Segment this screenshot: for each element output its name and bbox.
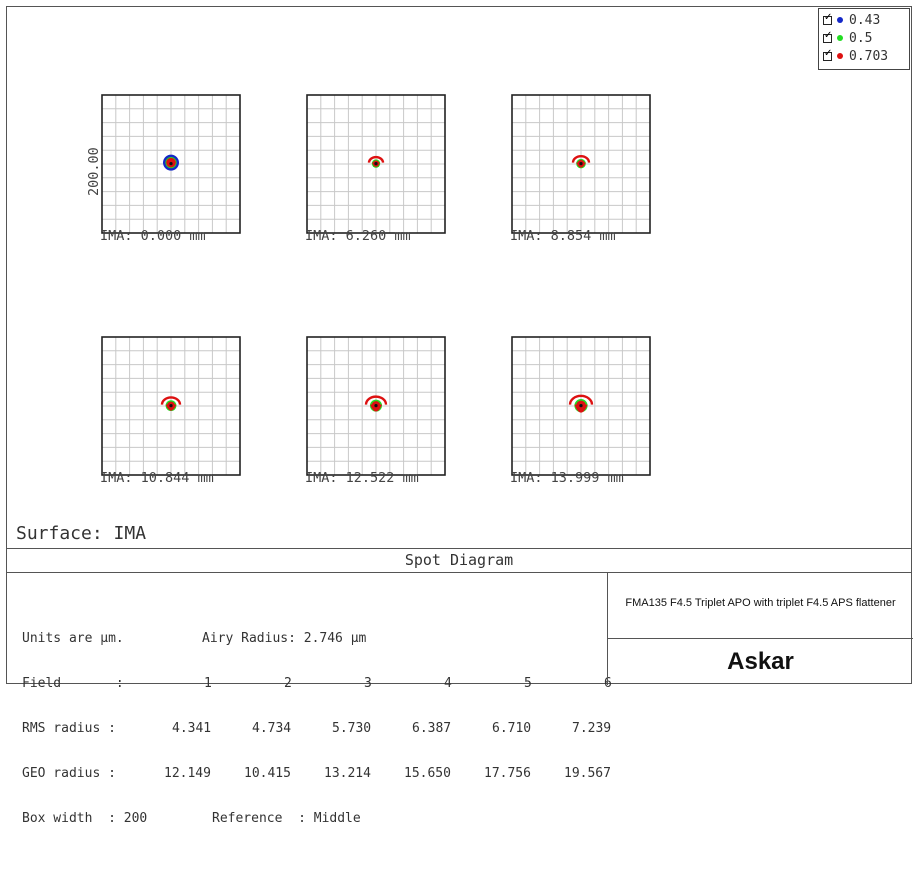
legend-label: 0.43	[849, 12, 881, 28]
airy-radius-text: Airy Radius: 2.746 µm	[202, 631, 367, 646]
geo-value-2: 10.415	[244, 766, 291, 781]
info-panel: Spot Diagram Units are µm. Airy Radius: …	[6, 548, 913, 826]
geo-value-6: 19.567	[564, 766, 611, 781]
scale-label: 200.00	[86, 147, 102, 196]
spot-box	[101, 94, 241, 234]
rms-value-6: 7.239	[572, 721, 612, 736]
field-label: Field :	[22, 676, 124, 691]
rms-value-1: 4.341	[172, 721, 212, 736]
field-label: IMA: 10.844 mm	[100, 470, 214, 486]
legend-dot	[837, 53, 843, 59]
geo-value-1: 12.149	[164, 766, 211, 781]
field-label: IMA: 0.000 mm	[100, 228, 206, 244]
spot-box	[101, 336, 241, 476]
spot-arc-red	[367, 155, 385, 163]
surface-label: Surface: IMA	[16, 523, 147, 544]
chief-ray-dot	[374, 162, 378, 166]
legend-dot	[837, 17, 843, 23]
checkbox-icon[interactable]	[823, 30, 832, 43]
spot-arc-red	[568, 394, 594, 405]
field-number-1: 1	[204, 676, 212, 691]
box-width-text: Box width : 200	[22, 811, 148, 826]
field-label: IMA: 12.522 mm	[305, 470, 419, 486]
wavelength-legend: 0.43 0.5 0.703	[818, 8, 910, 70]
chief-ray-dot	[579, 404, 583, 408]
rms-value-4: 6.387	[412, 721, 452, 736]
units-text: Units are µm.	[22, 631, 124, 646]
field-label: IMA: 6.260 mm	[305, 228, 411, 244]
field-label: IMA: 13.999 mm	[510, 470, 624, 486]
geo-value-4: 15.650	[404, 766, 451, 781]
spot-arc-red	[160, 396, 182, 405]
geo-value-3: 13.214	[324, 766, 371, 781]
geo-value-5: 17.756	[484, 766, 531, 781]
spot-box	[511, 94, 651, 234]
field-label: IMA: 8.854 mm	[510, 228, 616, 244]
checkbox-icon[interactable]	[823, 12, 832, 25]
legend-dot	[837, 35, 843, 41]
legend-label: 0.703	[849, 48, 889, 64]
rms-value-5: 6.710	[492, 721, 532, 736]
legend-item-1[interactable]: 0.5	[823, 29, 909, 47]
spot-arc-red	[571, 155, 591, 163]
spot-arc-red	[364, 395, 388, 405]
rms-value-3: 5.730	[332, 721, 372, 736]
spot-box	[511, 336, 651, 476]
info-title: Spot Diagram	[6, 549, 912, 573]
plot-frame	[6, 6, 912, 684]
chief-ray-dot	[169, 162, 173, 166]
checkbox-icon[interactable]	[823, 48, 832, 61]
field-number-4: 4	[444, 676, 452, 691]
spot-diagram-plot: IMA: 0.000 mm IMA: 6.260 mm IMA: 8.854 mm I…	[86, 94, 651, 486]
spot-box	[306, 336, 446, 476]
rms-value-2: 4.734	[252, 721, 292, 736]
rms-label: RMS radius :	[22, 721, 116, 736]
field-number-3: 3	[364, 676, 372, 691]
legend-item-0[interactable]: 0.43	[823, 11, 909, 29]
legend-label: 0.5	[849, 30, 873, 46]
reference-text: Reference : Middle	[212, 811, 361, 826]
legend-item-2[interactable]: 0.703	[823, 47, 909, 65]
chief-ray-dot	[579, 162, 583, 166]
field-number-2: 2	[284, 676, 292, 691]
geo-label: GEO radius :	[22, 766, 116, 781]
chief-ray-dot	[169, 404, 173, 408]
spot-box	[306, 94, 446, 234]
stats-block: Units are µm. Airy Radius: 2.746 µm Fiel…	[22, 601, 612, 856]
askar-logo: Askar	[727, 648, 794, 675]
lens-info: FMA135 F4.5 Triplet APO with triplet F4.…	[607, 572, 913, 685]
chief-ray-dot	[374, 404, 378, 408]
field-number-5: 5	[524, 676, 532, 691]
lens-title: FMA135 F4.5 Triplet APO with triplet F4.…	[608, 572, 913, 639]
